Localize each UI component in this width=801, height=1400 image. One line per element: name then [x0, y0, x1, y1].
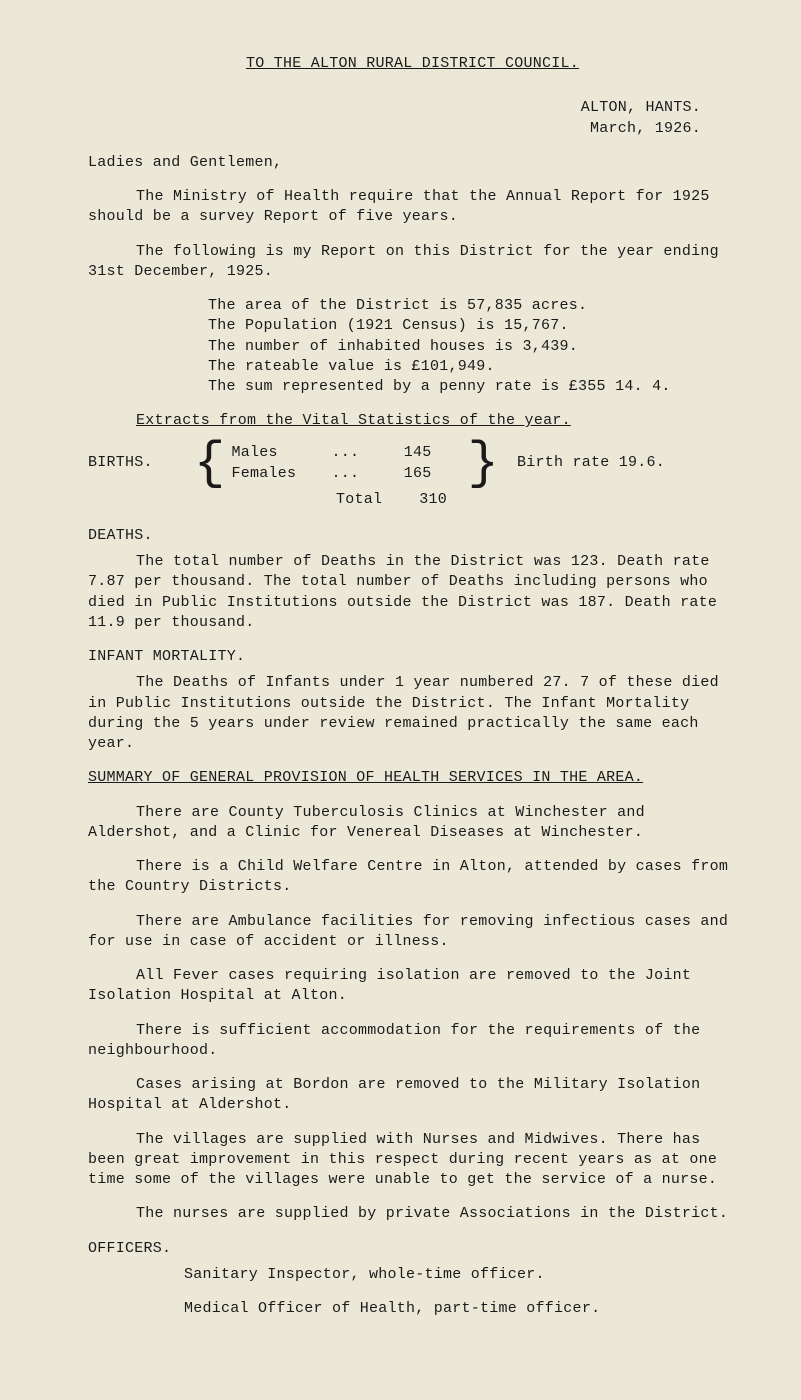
summary-p2: There is a Child Welfare Centre in Alton…: [88, 857, 737, 898]
summary-p3: There are Ambulance facilities for remov…: [88, 912, 737, 953]
header-right: ALTON, HANTS. March, 1926.: [88, 98, 737, 139]
district-facts: The area of the District is 57,835 acres…: [88, 296, 737, 397]
page-title: TO THE ALTON RURAL DISTRICT COUNCIL.: [88, 54, 737, 74]
summary-p6: Cases arising at Bordon are removed to t…: [88, 1075, 737, 1116]
total-value: 310: [419, 491, 447, 508]
summary-p7: The villages are supplied with Nurses an…: [88, 1130, 737, 1191]
officers-line-2: Medical Officer of Health, part-time off…: [88, 1299, 737, 1319]
infant-paragraph: The Deaths of Infants under 1 year numbe…: [88, 673, 737, 754]
summary-p1: There are County Tuberculosis Clinics at…: [88, 803, 737, 844]
right-brace-icon: }: [461, 442, 504, 486]
deaths-paragraph: The total number of Deaths in the Distri…: [88, 552, 737, 633]
officers-line-1: Sanitary Inspector, whole-time officer.: [88, 1265, 737, 1285]
females-value: 165: [381, 464, 431, 484]
males-label: Males: [231, 443, 331, 463]
dots: ...: [331, 464, 381, 484]
extracts-heading-text: Extracts from the Vital Statistics of th…: [136, 412, 571, 429]
extracts-heading: Extracts from the Vital Statistics of th…: [88, 411, 737, 431]
dots: ...: [331, 443, 381, 463]
officers-heading: OFFICERS.: [88, 1239, 737, 1259]
date: March, 1926.: [88, 119, 701, 139]
birth-rate: Birth rate 19.6.: [505, 453, 665, 473]
births-values: Males ... 145 Females ... 165: [231, 443, 461, 484]
births-row: BIRTHS. { Males ... 145 Females ... 165 …: [88, 442, 737, 486]
document-page: TO THE ALTON RURAL DISTRICT COUNCIL. ALT…: [0, 0, 801, 1400]
total-label: Total: [336, 491, 382, 508]
fact-population: The Population (1921 Census) is 15,767.: [208, 316, 737, 336]
summary-p5: There is sufficient accommodation for th…: [88, 1021, 737, 1062]
females-label: Females: [231, 464, 331, 484]
males-value: 145: [381, 443, 431, 463]
fact-area: The area of the District is 57,835 acres…: [208, 296, 737, 316]
location: ALTON, HANTS.: [88, 98, 701, 118]
left-brace-icon: {: [188, 442, 231, 486]
paragraph-1: The Ministry of Health require that the …: [88, 187, 737, 228]
summary-p4: All Fever cases requiring isolation are …: [88, 966, 737, 1007]
births-label: BIRTHS.: [88, 453, 188, 473]
salutation: Ladies and Gentlemen,: [88, 153, 737, 173]
fact-pennyrate: The sum represented by a penny rate is £…: [208, 377, 737, 397]
summary-p8: The nurses are supplied by private Assoc…: [88, 1204, 737, 1224]
fact-rateable: The rateable value is £101,949.: [208, 357, 737, 377]
fact-houses: The number of inhabited houses is 3,439.: [208, 337, 737, 357]
paragraph-2: The following is my Report on this Distr…: [88, 242, 737, 283]
births-total-row: Total 310: [88, 490, 737, 510]
deaths-heading: DEATHS.: [88, 526, 737, 546]
summary-heading: SUMMARY OF GENERAL PROVISION OF HEALTH S…: [88, 768, 737, 788]
infant-heading: INFANT MORTALITY.: [88, 647, 737, 667]
